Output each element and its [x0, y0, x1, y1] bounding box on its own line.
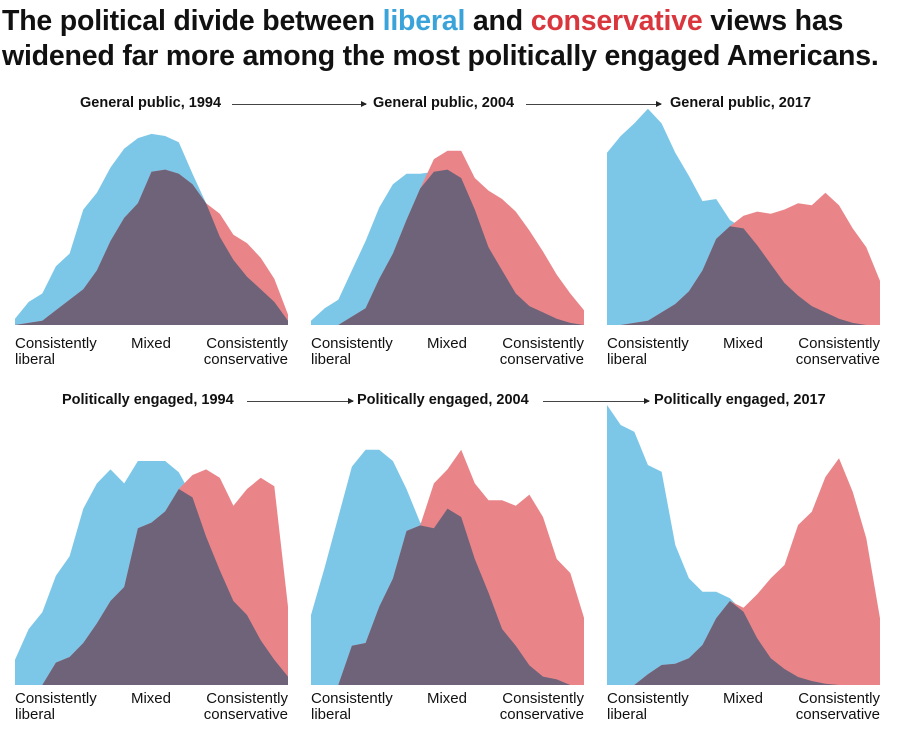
overlap-area [311, 508, 584, 685]
panel-title-general-2004: General public, 2004 [373, 95, 515, 111]
axis-label-liberal: Consistently liberal [311, 335, 393, 368]
arrow-general-1994-2004 [232, 101, 367, 107]
arrow-engaged-2004-2017 [543, 398, 650, 404]
panel-title-general-1994: General public, 1994 [80, 95, 222, 111]
overlap-area [607, 226, 880, 325]
liberal-area [607, 108, 880, 325]
axis-label-liberal: Consistently liberal [15, 690, 97, 723]
axis-label-mixed: Mixed [426, 690, 467, 707]
conservative-area [607, 458, 880, 685]
axis-label-conservative: Consistently conservative [795, 690, 880, 723]
axis-label-liberal: Consistently liberal [607, 335, 689, 368]
axis-label-mixed: Mixed [130, 335, 171, 352]
panel-title-engaged-1994: Politically engaged, 1994 [62, 392, 234, 408]
axis-label-liberal: Consistently liberal [15, 335, 97, 368]
overlap-area [15, 169, 288, 325]
chart-general-1994 [15, 133, 288, 325]
panel-title-general-2017: General public, 2017 [670, 95, 812, 111]
axis-label-liberal: Consistently liberal [607, 690, 689, 723]
axis-label-conservative: Consistently conservative [203, 690, 288, 723]
axis-label-mixed: Mixed [426, 335, 467, 352]
chart-engaged-2004 [311, 449, 584, 685]
axis-label-conservative: Consistently conservative [203, 335, 288, 368]
chart-engaged-2017 [607, 405, 880, 685]
axis-label-conservative: Consistently conservative [795, 335, 880, 368]
panel-title-engaged-2017: Politically engaged, 2017 [654, 392, 826, 408]
axis-label-conservative: Consistently conservative [499, 335, 584, 368]
title-part-2: and [465, 5, 531, 37]
overlap-area [15, 489, 288, 685]
axis-label-conservative: Consistently conservative [499, 690, 584, 723]
chart-engaged-1994 [15, 461, 288, 685]
axis-label-mixed: Mixed [722, 335, 763, 352]
liberal-area [607, 405, 880, 685]
title-liberal-word: liberal [382, 5, 466, 37]
chart-general-2004 [311, 150, 584, 325]
chart-general-2017 [607, 108, 880, 325]
overlap-area [607, 601, 880, 685]
axis-label-mixed: Mixed [722, 690, 763, 707]
overlap-area [311, 169, 584, 325]
arrow-engaged-1994-2004 [247, 398, 354, 404]
arrow-general-2004-2017 [526, 101, 662, 107]
axis-label-mixed: Mixed [130, 690, 171, 707]
title-part-3: views has widened far more among the mos… [2, 5, 879, 72]
panel-title-engaged-2004: Politically engaged, 2004 [357, 392, 529, 408]
title-part-1: The political divide between [2, 5, 383, 37]
chart-title: The political divide between liberal and… [2, 4, 898, 74]
axis-label-liberal: Consistently liberal [311, 690, 393, 723]
title-conservative-word: conservative [530, 5, 703, 37]
